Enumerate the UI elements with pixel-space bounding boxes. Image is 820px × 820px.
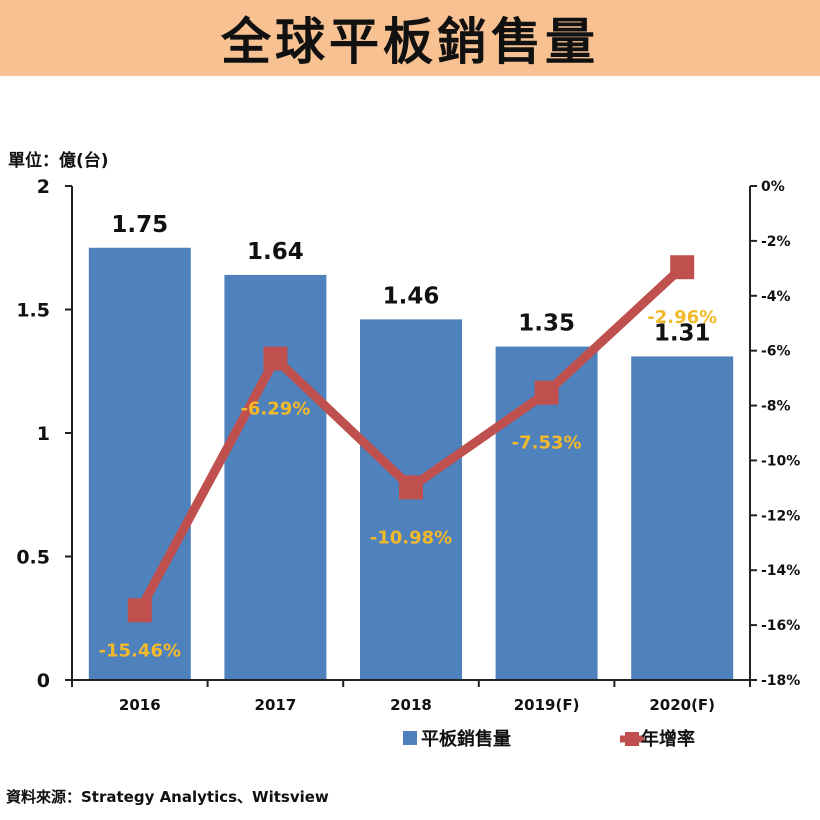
legend-bar-label: 平板銷售量 <box>421 728 511 750</box>
growth-value-label: -7.53% <box>512 433 582 454</box>
bar-value-label: 1.46 <box>383 283 440 309</box>
growth-value-label: -2.96% <box>647 307 717 328</box>
x-tick-label: 2016 <box>119 696 161 714</box>
y-right-tick-label: -4% <box>761 289 791 305</box>
y-left-tick-label: 2 <box>37 176 50 198</box>
growth-marker <box>670 255 695 280</box>
y-right-tick-label: -16% <box>761 618 800 634</box>
legend-bar-swatch <box>403 731 417 745</box>
growth-value-label: -10.98% <box>370 527 452 548</box>
y-right-tick-label: -10% <box>761 453 800 469</box>
bar-value-label: 1.35 <box>518 311 575 337</box>
growth-marker <box>534 380 559 405</box>
source-label: 資料來源：Strategy Analytics、Witsview <box>6 788 329 806</box>
title-bar: 全球平板銷售量 <box>0 0 820 76</box>
growth-marker <box>399 475 423 500</box>
bar-value-label: 1.64 <box>247 239 304 265</box>
bar-value-label: 1.75 <box>111 212 168 238</box>
page-title: 全球平板銷售量 <box>221 13 599 71</box>
x-tick-label: 2018 <box>390 696 432 714</box>
legend-line-marker <box>625 732 639 746</box>
y-left-tick-label: 0.5 <box>16 547 50 569</box>
x-tick-label: 2020(F) <box>649 696 715 714</box>
legend-line-label: 年增率 <box>641 728 695 750</box>
growth-marker <box>263 346 288 371</box>
bar <box>631 356 734 680</box>
y-right-tick-label: -8% <box>761 399 791 415</box>
y-right-tick-label: -14% <box>761 563 800 579</box>
bar-value-label: 1.31 <box>654 320 711 346</box>
y-right-tick-label: 0% <box>761 179 785 195</box>
y-left-tick-label: 1 <box>37 423 50 445</box>
unit-label: 單位：億(台) <box>8 151 109 171</box>
y-right-tick-label: -6% <box>761 344 791 360</box>
bar <box>360 319 462 680</box>
y-left-tick-label: 0 <box>37 670 50 692</box>
growth-marker <box>127 598 152 623</box>
y-right-tick-label: -2% <box>761 234 791 250</box>
y-right-tick-label: -18% <box>761 673 800 689</box>
y-right-tick-label: -12% <box>761 508 800 524</box>
growth-value-label: -6.29% <box>240 399 310 420</box>
y-left-tick-label: 1.5 <box>16 300 50 322</box>
growth-value-label: -15.46% <box>99 640 181 661</box>
x-tick-label: 2019(F) <box>514 696 580 714</box>
bar <box>224 274 327 680</box>
x-tick-label: 2017 <box>255 696 297 714</box>
